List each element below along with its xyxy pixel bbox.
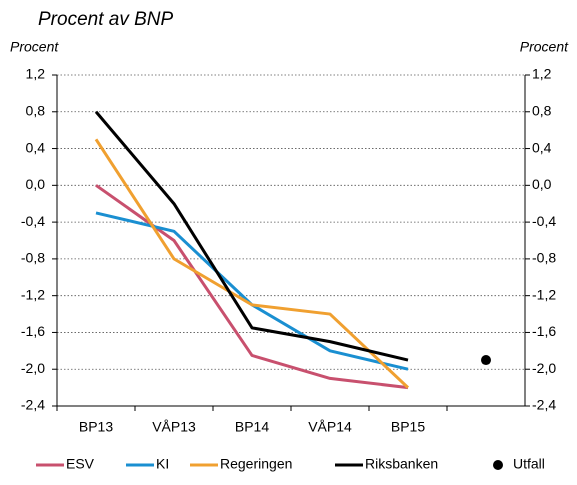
y2-tick-label: 0,4	[532, 139, 552, 155]
y2-tick-label: -1,2	[532, 286, 556, 302]
line	[94, 110, 409, 362]
chart-title: Procent av BNP	[38, 9, 173, 30]
y-tick-label: -1,2	[21, 286, 45, 302]
y2-tick-label: 0,0	[532, 176, 552, 192]
y2-axis-label: Procent	[520, 39, 569, 55]
y2-tick-label: -2,4	[532, 397, 556, 413]
marker	[481, 355, 491, 366]
x-tick-label: VÅP13	[152, 419, 196, 435]
y-tick-label: -2,0	[21, 360, 45, 376]
legend-label: Regeringen	[220, 456, 292, 472]
line	[94, 138, 410, 389]
legend-label: KI	[156, 456, 169, 472]
y-tick-label: 1,2	[26, 66, 46, 82]
y2-tick-label: -2,0	[532, 360, 556, 376]
legend-label: Riksbanken	[365, 456, 438, 472]
x-tick-label: BP13	[79, 419, 113, 435]
y-tick-label: -1,6	[21, 323, 45, 339]
x-tick-label: BP14	[235, 419, 269, 435]
y2-tick-label: -1,6	[532, 323, 556, 339]
x-tick-label: BP15	[391, 419, 425, 435]
y2-tick-label: 0,8	[532, 102, 552, 118]
x-tick-label: VÅP14	[308, 419, 352, 435]
y-axis-label: Procent	[10, 39, 59, 55]
legend-label: ESV	[66, 456, 95, 472]
y2-tick-label: -0,8	[532, 250, 556, 266]
y-tick-label: 0,0	[26, 176, 46, 192]
y-tick-label: 0,4	[26, 139, 46, 155]
y-tick-label: -0,8	[21, 250, 45, 266]
y-tick-label: 0,8	[26, 102, 46, 118]
legend-label: Utfall	[513, 456, 545, 472]
y2-tick-label: 1,2	[532, 66, 552, 82]
y-tick-label: -0,4	[21, 213, 45, 229]
y2-tick-label: -0,4	[532, 213, 556, 229]
line	[95, 211, 409, 371]
legend-marker	[493, 460, 503, 470]
line	[95, 184, 409, 390]
y-tick-label: -2,4	[21, 397, 45, 413]
